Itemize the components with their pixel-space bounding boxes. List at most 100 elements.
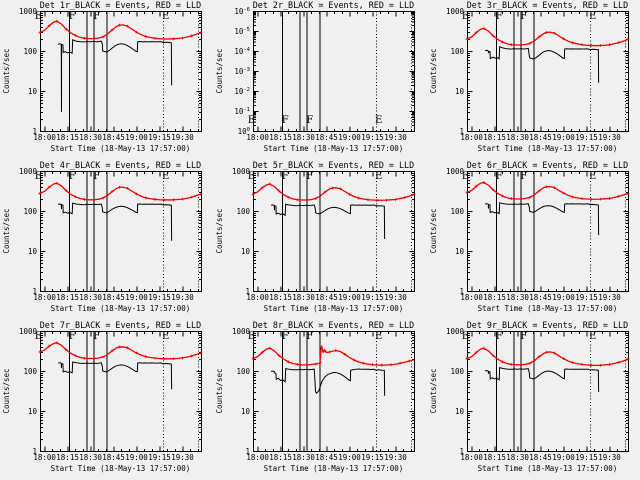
svg-text:E: E [248, 331, 255, 342]
svg-text:Start Time (18-May-13 17:57:00: Start Time (18-May-13 17:57:00) [51, 304, 191, 313]
svg-text:18:30: 18:30 [293, 453, 316, 462]
svg-text:19:15: 19:15 [575, 133, 598, 142]
svg-text:F: F [69, 171, 76, 182]
svg-text:18:15: 18:15 [270, 453, 293, 462]
svg-text:19:30: 19:30 [598, 293, 621, 302]
svg-text:19:15: 19:15 [148, 133, 171, 142]
svg-text:18:15: 18:15 [483, 293, 506, 302]
svg-text:100: 100 [237, 207, 251, 216]
svg-text:10: 10 [28, 407, 38, 416]
svg-text:100: 100 [23, 207, 37, 216]
svg-text:18:15: 18:15 [270, 293, 293, 302]
svg-text:E: E [375, 171, 382, 182]
svg-text:Start Time (18-May-13 17:57:00: Start Time (18-May-13 17:57:00) [51, 144, 191, 153]
det-2r-chart: 18:00 18:15 18:30 18:45 19:00 19:15 19:30 Start… [215, 0, 416, 153]
svg-text:19:00: 19:00 [552, 453, 575, 462]
svg-text:Det 3r_BLACK = Events, RED = L: Det 3r_BLACK = Events, RED = LLD [466, 0, 627, 10]
svg-text:18:45: 18:45 [529, 293, 552, 302]
svg-text:1000: 1000 [446, 167, 465, 176]
svg-text:19:00: 19:00 [552, 293, 575, 302]
svg-text:1: 1 [32, 127, 37, 136]
svg-text:1000: 1000 [19, 7, 38, 16]
svg-text:F: F [282, 331, 289, 342]
svg-text:19:15: 19:15 [362, 133, 385, 142]
svg-text:18:15: 18:15 [56, 293, 79, 302]
svg-text:10: 10 [241, 247, 251, 256]
svg-text:10-3: 10-3 [235, 67, 251, 76]
svg-text:Counts/sec: Counts/sec [2, 208, 11, 253]
svg-text:1: 1 [246, 287, 251, 296]
svg-text:18:00: 18:00 [247, 293, 270, 302]
panel-det-9r: 18:00 18:15 18:30 18:45 19:00 19:15 19:30 Start… [427, 320, 640, 480]
svg-text:10: 10 [28, 247, 38, 256]
svg-text:F: F [69, 331, 76, 342]
svg-text:E: E [589, 171, 596, 182]
svg-text:Det 7r_BLACK = Events, RED = L: Det 7r_BLACK = Events, RED = LLD [40, 320, 201, 330]
svg-text:18:15: 18:15 [56, 453, 79, 462]
svg-text:E: E [589, 331, 596, 342]
svg-text:10: 10 [455, 87, 465, 96]
svg-text:18:00: 18:00 [460, 453, 483, 462]
svg-text:19:15: 19:15 [148, 453, 171, 462]
svg-text:F: F [520, 331, 527, 342]
svg-text:100: 100 [450, 47, 464, 56]
det-1r-chart: 18:00 18:15 18:30 18:45 19:00 19:15 19:30 Start… [2, 0, 203, 153]
det-8r-chart: 18:00 18:15 18:30 18:45 19:00 19:15 19:30 Start… [215, 320, 416, 473]
det-5r-chart: 18:00 18:15 18:30 18:45 19:00 19:15 19:30 Start… [215, 160, 416, 313]
svg-text:Start Time (18-May-13 17:57:00: Start Time (18-May-13 17:57:00) [51, 464, 191, 473]
svg-text:19:15: 19:15 [362, 453, 385, 462]
svg-text:19:00: 19:00 [125, 293, 148, 302]
svg-text:1: 1 [459, 127, 464, 136]
svg-text:19:00: 19:00 [339, 453, 362, 462]
panel-det-2r: 18:00 18:15 18:30 18:45 19:00 19:15 19:30 Start… [213, 0, 426, 160]
svg-text:18:45: 18:45 [102, 453, 125, 462]
svg-text:F: F [495, 171, 502, 182]
svg-text:18:30: 18:30 [506, 293, 529, 302]
svg-text:19:15: 19:15 [148, 293, 171, 302]
svg-text:10-1: 10-1 [235, 107, 251, 116]
svg-text:Det 9r_BLACK = Events, RED = L: Det 9r_BLACK = Events, RED = LLD [466, 320, 627, 330]
panel-det-4r: 18:00 18:15 18:30 18:45 19:00 19:15 19:30 Start… [0, 160, 213, 320]
svg-text:Counts/sec: Counts/sec [429, 48, 438, 93]
svg-text:19:00: 19:00 [552, 133, 575, 142]
svg-text:E: E [248, 115, 255, 126]
svg-text:18:30: 18:30 [506, 453, 529, 462]
svg-text:100: 100 [23, 367, 37, 376]
svg-text:19:30: 19:30 [598, 453, 621, 462]
svg-text:18:45: 18:45 [529, 453, 552, 462]
panel-det-8r: 18:00 18:15 18:30 18:45 19:00 19:15 19:30 Start… [213, 320, 426, 480]
svg-text:Counts/sec: Counts/sec [215, 48, 224, 93]
svg-text:Start Time (18-May-13 17:57:00: Start Time (18-May-13 17:57:00) [264, 144, 404, 153]
svg-text:100: 100 [238, 127, 250, 136]
svg-text:F: F [520, 171, 527, 182]
svg-text:18:45: 18:45 [316, 293, 339, 302]
svg-text:F: F [282, 171, 289, 182]
svg-text:10: 10 [455, 247, 465, 256]
svg-text:10-2: 10-2 [235, 87, 251, 96]
svg-text:100: 100 [237, 367, 251, 376]
svg-text:Counts/sec: Counts/sec [2, 368, 11, 413]
svg-text:1: 1 [246, 447, 251, 456]
svg-text:19:00: 19:00 [339, 133, 362, 142]
svg-text:18:30: 18:30 [506, 133, 529, 142]
svg-text:19:15: 19:15 [362, 293, 385, 302]
svg-text:18:30: 18:30 [79, 133, 102, 142]
svg-text:Det 5r_BLACK = Events, RED = L: Det 5r_BLACK = Events, RED = LLD [253, 160, 414, 170]
svg-text:18:00: 18:00 [460, 293, 483, 302]
det-6r-chart: 18:00 18:15 18:30 18:45 19:00 19:15 19:30 Start… [429, 160, 629, 313]
svg-text:1000: 1000 [19, 167, 38, 176]
svg-text:18:00: 18:00 [33, 453, 56, 462]
svg-text:E: E [162, 11, 169, 22]
panel-det-5r: 18:00 18:15 18:30 18:45 19:00 19:15 19:30 Start… [213, 160, 426, 320]
svg-text:Counts/sec: Counts/sec [215, 368, 224, 413]
panel-det-7r: 18:00 18:15 18:30 18:45 19:00 19:15 19:30 Start… [0, 320, 213, 480]
svg-text:1: 1 [32, 447, 37, 456]
svg-text:19:00: 19:00 [125, 133, 148, 142]
svg-text:18:15: 18:15 [56, 133, 79, 142]
svg-text:10-4: 10-4 [235, 47, 251, 56]
det-7r-chart: 18:00 18:15 18:30 18:45 19:00 19:15 19:30 Start… [2, 320, 203, 473]
svg-text:18:30: 18:30 [293, 293, 316, 302]
svg-text:18:15: 18:15 [270, 133, 293, 142]
svg-text:E: E [35, 11, 42, 22]
